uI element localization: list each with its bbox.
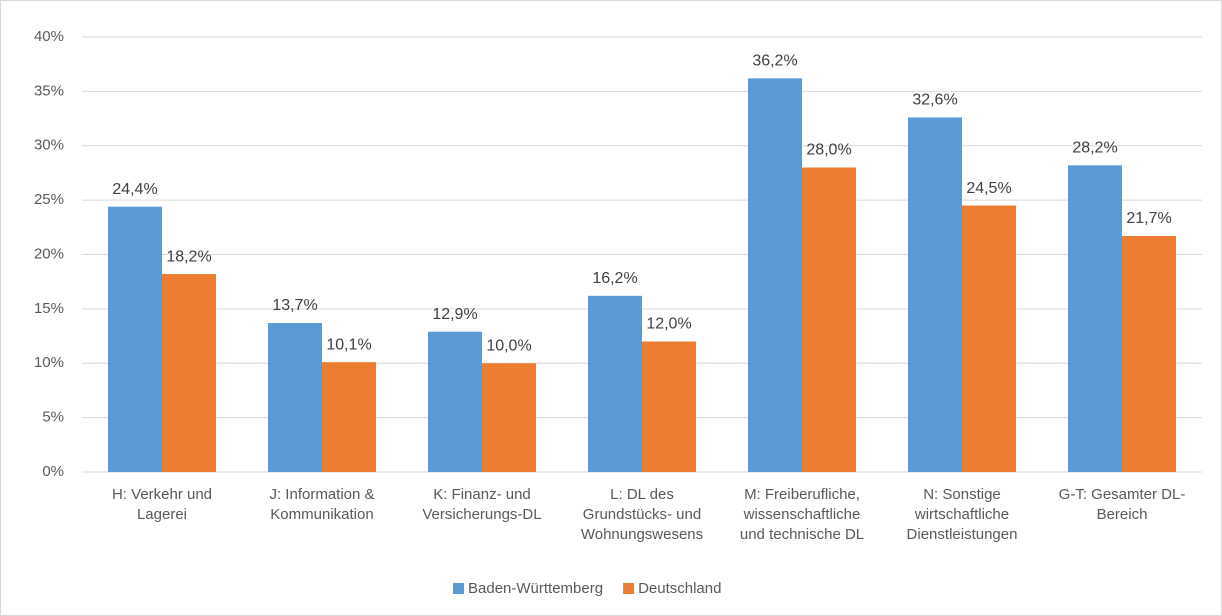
value-label: 21,7% <box>1126 210 1171 227</box>
y-tick-label: 5% <box>42 409 64 426</box>
value-label: 13,7% <box>272 297 317 314</box>
bar <box>1122 236 1176 472</box>
value-label: 28,2% <box>1072 140 1117 157</box>
x-tick-label: M: Freiberufliche, wissenschaftliche und t… <box>740 486 864 543</box>
value-label: 16,2% <box>592 270 637 287</box>
x-tick-label: N: Sonstige wirtschaftliche Dienstleistung… <box>907 486 1018 543</box>
value-label: 28,0% <box>806 142 851 159</box>
value-label: 12,0% <box>646 316 691 333</box>
bar <box>642 341 696 472</box>
value-label: 10,0% <box>486 337 531 354</box>
value-label: 12,9% <box>432 306 477 323</box>
y-tick-label: 10% <box>34 354 64 371</box>
legend-swatch <box>453 583 464 594</box>
bar <box>1068 165 1122 472</box>
x-tick-label: H: Verkehr und Lagerei <box>112 486 212 523</box>
value-label: 32,6% <box>912 92 957 109</box>
x-tick-label: K: Finanz- und Versicherungs-DL <box>422 486 541 523</box>
x-tick-label: G-T: Gesamter DL-Bereich <box>1059 486 1186 523</box>
bar <box>588 295 642 472</box>
value-label: 18,2% <box>166 248 211 265</box>
bar <box>748 78 802 472</box>
y-tick-label: 35% <box>34 82 64 99</box>
x-tick-label: J: Information & Kommunikation <box>269 486 374 523</box>
bar <box>322 362 376 472</box>
y-tick-label: 25% <box>34 191 64 208</box>
bar <box>482 363 536 472</box>
bar <box>428 331 482 472</box>
y-tick-label: 20% <box>34 245 64 262</box>
value-label: 10,1% <box>326 336 371 353</box>
x-tick-label: L: DL des Grundstücks- und Wohnungswesens <box>581 486 703 543</box>
legend-swatch <box>623 583 635 594</box>
value-label: 36,2% <box>752 53 797 70</box>
value-label: 24,5% <box>966 180 1011 197</box>
y-tick-label: 40% <box>34 28 64 45</box>
legend-label: Deutschland <box>638 580 721 597</box>
bar <box>962 205 1016 472</box>
bar <box>162 274 216 472</box>
y-tick-label: 30% <box>34 137 64 154</box>
legend-label: Baden-Württemberg <box>468 580 603 597</box>
bar <box>802 167 856 472</box>
y-tick-label: 0% <box>42 463 64 480</box>
y-tick-label: 15% <box>34 300 64 317</box>
bar <box>108 206 162 472</box>
value-label: 24,4% <box>112 181 157 198</box>
bar <box>908 117 962 472</box>
bar <box>268 323 322 472</box>
